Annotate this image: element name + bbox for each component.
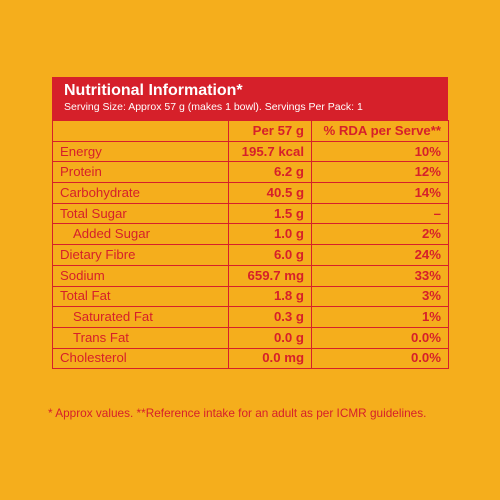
footnote: * Approx values. **Reference intake for … bbox=[48, 406, 427, 420]
nutrient-rda: 14% bbox=[311, 182, 449, 204]
nutrient-rda: 3% bbox=[311, 285, 449, 308]
nutrient-amount: 1.8 g bbox=[228, 285, 312, 308]
nutrient-amount: 6.0 g bbox=[228, 244, 312, 266]
nutrient-name: Total Fat bbox=[52, 285, 229, 308]
nutrient-name: Energy bbox=[52, 140, 229, 163]
nutrient-name: Carbohydrate bbox=[52, 182, 229, 204]
nutrient-amount: 195.7 kcal bbox=[228, 140, 312, 163]
nutrient-rda: 0.0% bbox=[311, 347, 449, 370]
nutrient-name: Sodium bbox=[52, 264, 229, 287]
nutrition-table-body: Energy 195.7 kcal 10% Protein 6.2 g 12% … bbox=[52, 140, 449, 370]
table-row: Sodium 659.7 mg 33% bbox=[52, 264, 449, 287]
column-header-nutrient bbox=[52, 120, 229, 142]
serving-info: Serving Size: Approx 57 g (makes 1 bowl)… bbox=[64, 101, 363, 113]
table-row: Trans Fat 0.0 g 0.0% bbox=[52, 326, 449, 349]
table-row: Total Sugar 1.5 g – bbox=[52, 202, 449, 225]
column-header-per-serving: Per 57 g bbox=[228, 120, 312, 142]
nutrition-title: Nutritional Information* bbox=[64, 82, 243, 99]
nutrient-rda: – bbox=[311, 202, 449, 225]
nutrient-amount: 0.0 mg bbox=[228, 347, 312, 370]
nutrition-panel: Nutritional Information* Serving Size: A… bbox=[52, 77, 449, 370]
nutrient-rda: 24% bbox=[311, 244, 449, 266]
nutrient-amount: 6.2 g bbox=[228, 161, 312, 184]
nutrient-name: Trans Fat bbox=[52, 326, 229, 349]
column-header-rda: % RDA per Serve** bbox=[311, 120, 449, 142]
nutrient-rda: 12% bbox=[311, 161, 449, 184]
nutrition-header: Nutritional Information* Serving Size: A… bbox=[52, 77, 448, 120]
nutrient-amount: 1.5 g bbox=[228, 202, 312, 225]
nutrient-rda: 2% bbox=[311, 223, 449, 246]
nutrient-amount: 0.3 g bbox=[228, 306, 312, 328]
nutrient-amount: 40.5 g bbox=[228, 182, 312, 204]
table-row: Total Fat 1.8 g 3% bbox=[52, 285, 449, 308]
nutrient-name: Dietary Fibre bbox=[52, 244, 229, 266]
nutrient-name: Cholesterol bbox=[52, 347, 229, 370]
table-row: Added Sugar 1.0 g 2% bbox=[52, 223, 449, 246]
table-row: Protein 6.2 g 12% bbox=[52, 161, 449, 184]
nutrient-rda: 33% bbox=[311, 264, 449, 287]
nutrient-rda: 1% bbox=[311, 306, 449, 328]
nutrient-amount: 0.0 g bbox=[228, 326, 312, 349]
nutrient-rda: 0.0% bbox=[311, 326, 449, 349]
table-row: Carbohydrate 40.5 g 14% bbox=[52, 182, 449, 204]
table-header-row: Per 57 g % RDA per Serve** bbox=[52, 120, 449, 142]
nutrient-name: Total Sugar bbox=[52, 202, 229, 225]
nutrient-amount: 1.0 g bbox=[228, 223, 312, 246]
nutrient-name: Protein bbox=[52, 161, 229, 184]
nutrient-name: Added Sugar bbox=[52, 223, 229, 246]
nutrition-table: Per 57 g % RDA per Serve** Energy 195.7 … bbox=[52, 120, 449, 370]
nutrient-name: Saturated Fat bbox=[52, 306, 229, 328]
table-row: Dietary Fibre 6.0 g 24% bbox=[52, 244, 449, 266]
table-row: Energy 195.7 kcal 10% bbox=[52, 140, 449, 163]
table-row: Cholesterol 0.0 mg 0.0% bbox=[52, 347, 449, 370]
nutrient-rda: 10% bbox=[311, 140, 449, 163]
nutrient-amount: 659.7 mg bbox=[228, 264, 312, 287]
table-row: Saturated Fat 0.3 g 1% bbox=[52, 306, 449, 328]
